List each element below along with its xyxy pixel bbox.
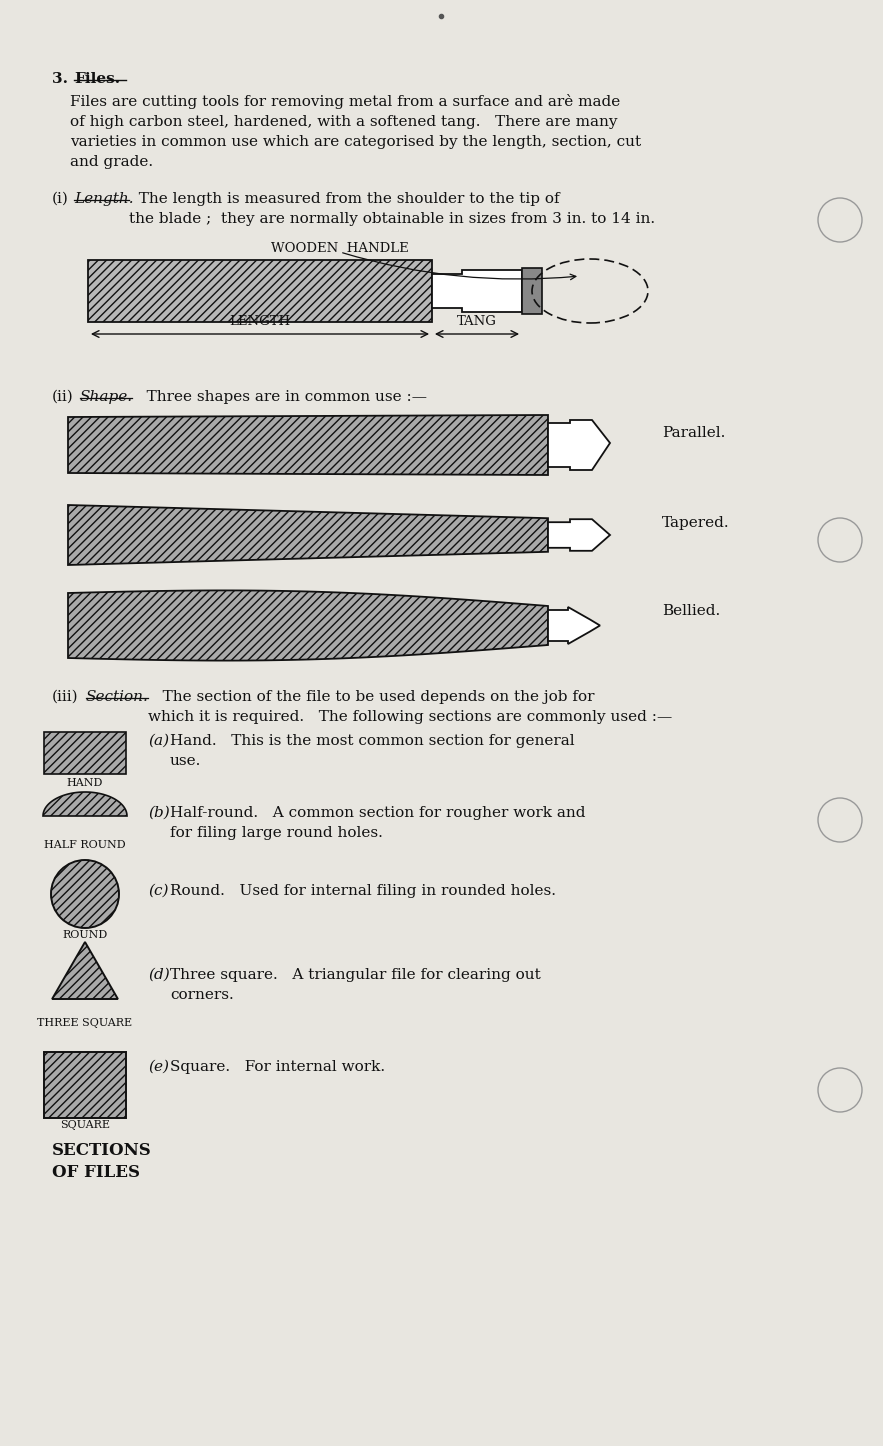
- Polygon shape: [68, 590, 548, 661]
- Text: (ii): (ii): [52, 390, 74, 403]
- Polygon shape: [44, 732, 126, 774]
- Text: Parallel.: Parallel.: [662, 427, 725, 440]
- Text: LENGTH: LENGTH: [230, 315, 291, 328]
- Circle shape: [51, 860, 119, 928]
- Text: HALF ROUND: HALF ROUND: [44, 840, 125, 850]
- Text: Three square.   A triangular file for clearing out
corners.: Three square. A triangular file for clea…: [170, 967, 540, 1002]
- Text: (i): (i): [52, 192, 69, 205]
- Polygon shape: [88, 260, 432, 322]
- Text: (e): (e): [148, 1060, 169, 1074]
- Text: Section.: Section.: [86, 690, 149, 704]
- Text: Three shapes are in common use :—: Three shapes are in common use :—: [132, 390, 427, 403]
- Polygon shape: [522, 268, 542, 314]
- Polygon shape: [44, 1053, 126, 1118]
- Text: SECTIONS
OF FILES: SECTIONS OF FILES: [52, 1142, 152, 1181]
- Text: Square.   For internal work.: Square. For internal work.: [170, 1060, 385, 1074]
- Text: The length is measured from the shoulder to the tip of
the blade ;  they are nor: The length is measured from the shoulder…: [129, 192, 655, 226]
- Text: Files are cutting tools for removing metal from a surface and arè made
of high : Files are cutting tools for removing met…: [70, 94, 641, 169]
- Text: Half-round.   A common section for rougher work and
for filing large round holes: Half-round. A common section for rougher…: [170, 805, 585, 840]
- Polygon shape: [68, 415, 548, 474]
- Text: 3.: 3.: [52, 72, 79, 85]
- Polygon shape: [68, 505, 548, 565]
- Polygon shape: [43, 792, 127, 816]
- Polygon shape: [548, 607, 600, 643]
- Text: (d): (d): [148, 967, 170, 982]
- Text: Round.   Used for internal filing in rounded holes.: Round. Used for internal filing in round…: [170, 884, 556, 898]
- Polygon shape: [548, 519, 610, 551]
- Polygon shape: [432, 270, 522, 312]
- Text: Files.: Files.: [74, 72, 120, 85]
- Polygon shape: [52, 941, 118, 999]
- Text: HAND: HAND: [67, 778, 103, 788]
- Text: Bellied.: Bellied.: [662, 604, 721, 617]
- Text: ROUND: ROUND: [63, 930, 108, 940]
- Text: Hand.   This is the most common section for general
use.: Hand. This is the most common section fo…: [170, 735, 575, 768]
- Text: THREE SQUARE: THREE SQUARE: [37, 1018, 132, 1028]
- Text: (c): (c): [148, 884, 169, 898]
- Text: SQUARE: SQUARE: [60, 1121, 110, 1129]
- Text: Tapered.: Tapered.: [662, 516, 729, 531]
- Text: (iii): (iii): [52, 690, 79, 704]
- Text: (b): (b): [148, 805, 170, 820]
- Text: Shape.: Shape.: [80, 390, 133, 403]
- Text: TANG: TANG: [457, 315, 497, 328]
- Polygon shape: [548, 419, 610, 470]
- Text: (a): (a): [148, 735, 170, 748]
- Text: WOODEN  HANDLE: WOODEN HANDLE: [271, 241, 409, 254]
- Text: The section of the file to be used depends on the job for
which it is required. : The section of the file to be used depen…: [148, 690, 672, 724]
- Text: Length.: Length.: [74, 192, 133, 205]
